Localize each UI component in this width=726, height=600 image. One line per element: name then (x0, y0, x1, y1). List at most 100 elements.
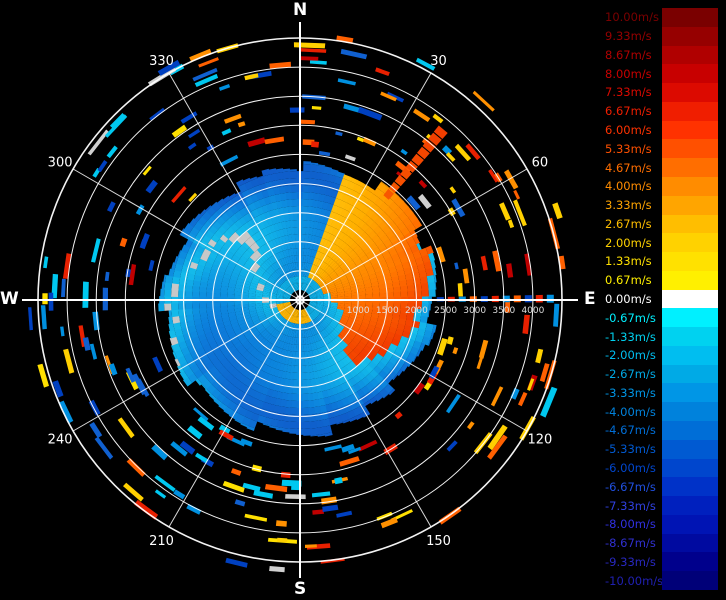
echo-gate (303, 421, 311, 429)
echo-gate (295, 276, 298, 284)
echo-gate (406, 253, 416, 262)
echo-gate (198, 57, 219, 68)
echo-gate (333, 346, 341, 355)
echo-gate (287, 343, 292, 352)
echo-gate (265, 357, 272, 366)
echo-gate (269, 418, 278, 427)
echo-gate (290, 407, 298, 415)
echo-gate (206, 256, 216, 265)
echo-gate (310, 328, 315, 336)
echo-gate (251, 314, 259, 320)
echo-gate (396, 368, 403, 377)
echo-gate (297, 309, 300, 317)
echo-gate (309, 294, 317, 298)
echo-gate (217, 225, 227, 235)
echo-gate (272, 330, 279, 338)
echo-gate (334, 414, 344, 424)
echo-gate (325, 316, 333, 322)
echo-gate (216, 374, 226, 384)
echo-gate (276, 200, 283, 209)
echo-gate (195, 378, 203, 386)
echo-gate (309, 242, 314, 250)
echo-gate (321, 286, 329, 291)
echo-gate (418, 193, 432, 209)
echo-gate (306, 306, 313, 313)
echo-gate (42, 293, 48, 305)
echo-gate (372, 330, 381, 338)
echo-gate (240, 438, 253, 447)
echo-gate (168, 316, 174, 325)
echo-gate (287, 329, 292, 337)
echo-gate (174, 349, 184, 359)
colorbar-swatch (662, 496, 718, 516)
echo-gate (307, 314, 312, 322)
echo-gate (161, 281, 166, 290)
echo-gate (230, 243, 240, 252)
echo-gate (314, 288, 322, 293)
echo-gate (249, 254, 258, 262)
echo-gate (314, 334, 320, 342)
colorbar-label: -4.67m/s (605, 423, 656, 438)
echo-gate (309, 271, 314, 279)
echo-gate (421, 254, 431, 264)
echo-gate (123, 482, 144, 502)
echo-gate (367, 186, 376, 194)
echo-gate (316, 304, 323, 309)
velocity-echoes (28, 35, 566, 573)
echo-gate (263, 174, 272, 184)
echo-gate (280, 285, 287, 291)
echo-gate (290, 227, 295, 235)
echo-gate (268, 240, 275, 249)
echo-gate (293, 284, 297, 291)
echo-gate (370, 378, 380, 388)
echo-gate (280, 341, 286, 349)
echo-gate (243, 230, 252, 240)
echo-gate (289, 286, 295, 293)
echo-gate (382, 225, 392, 235)
echo-gate (319, 245, 326, 254)
echo-gate (384, 277, 393, 285)
echo-gate (313, 265, 319, 273)
echo-gate (278, 307, 286, 312)
echo-gate (310, 256, 316, 265)
echo-gate (225, 391, 235, 401)
echo-gate (269, 275, 277, 282)
echo-gate (322, 273, 329, 280)
echo-gate (250, 365, 259, 375)
echo-gate (363, 345, 372, 354)
echo-gate (276, 278, 283, 285)
azimuth-label: 330 (149, 54, 174, 69)
echo-gate (351, 295, 359, 299)
echo-gate (274, 398, 282, 407)
echo-gate (311, 282, 318, 289)
echo-gate (407, 290, 415, 298)
echo-gate (421, 336, 431, 346)
echo-gate (315, 289, 323, 294)
echo-gate (241, 350, 250, 359)
echo-gate (302, 309, 305, 317)
echo-gate (286, 314, 292, 321)
echo-gate (247, 187, 257, 197)
echo-gate (372, 289, 380, 295)
echo-gate (300, 309, 303, 317)
echo-gate (301, 365, 306, 373)
echo-gate (400, 302, 408, 309)
echo-gate (388, 266, 397, 274)
echo-gate (92, 311, 100, 331)
echo-gate (365, 373, 375, 383)
echo-gate (348, 277, 356, 283)
echo-gate (287, 288, 293, 294)
echo-gate (372, 301, 380, 307)
echo-gate (241, 292, 249, 296)
echo-gate (282, 250, 288, 258)
echo-gate (230, 468, 242, 476)
echo-gate (291, 199, 298, 207)
echo-gate (302, 407, 310, 415)
echo-gate (134, 499, 159, 520)
colorbar (662, 8, 718, 591)
echo-gate (306, 307, 312, 313)
echo-gate (269, 173, 278, 182)
echo-gate (301, 309, 304, 317)
echo-gate (199, 302, 207, 309)
echo-gate (253, 184, 262, 194)
